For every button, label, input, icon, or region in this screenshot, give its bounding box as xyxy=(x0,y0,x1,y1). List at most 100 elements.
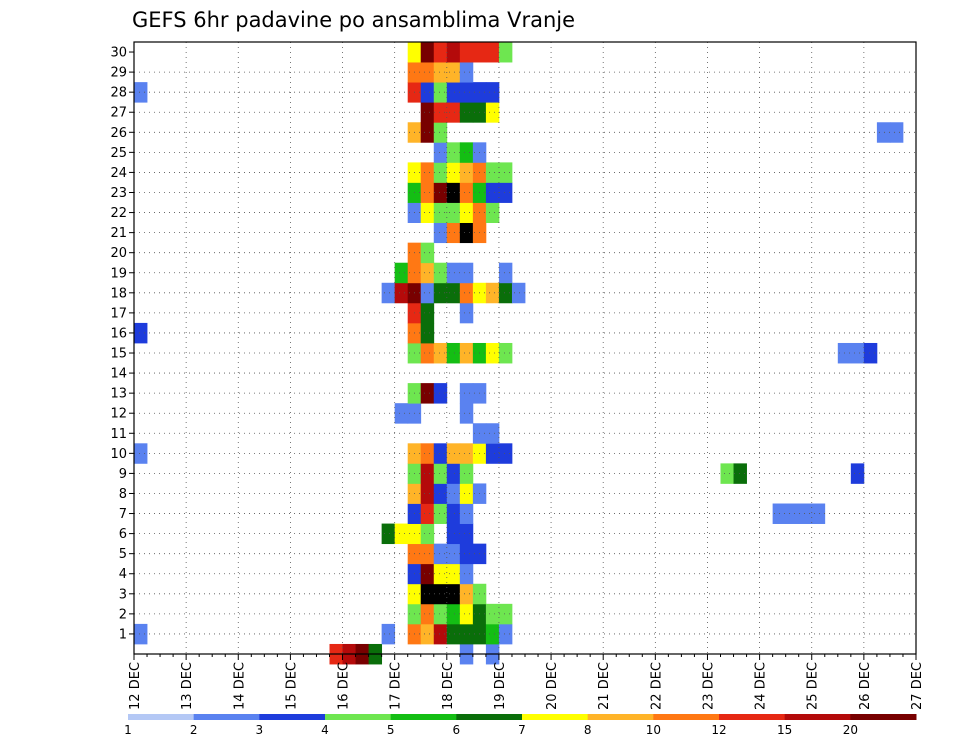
heatmap-cell xyxy=(433,222,448,244)
heatmap-cell xyxy=(420,342,435,364)
heatmap-cell xyxy=(420,242,435,264)
heatmap-cell xyxy=(446,162,461,183)
heatmap-cell xyxy=(420,463,435,484)
heatmap-cell xyxy=(433,262,448,284)
heatmap-cell xyxy=(446,102,461,123)
x-tick-label: 22 DEC xyxy=(649,662,664,710)
y-tick-label: 24 xyxy=(110,166,127,181)
heatmap-cell xyxy=(433,182,448,203)
heatmap-cell xyxy=(498,162,513,183)
heatmap-cell xyxy=(381,623,396,645)
x-tick-label: 15 DEC xyxy=(284,662,299,710)
colorbar-swatch xyxy=(193,714,260,720)
y-tick-label: 13 xyxy=(110,387,127,402)
heatmap-cell xyxy=(433,202,448,223)
y-tick-label: 29 xyxy=(110,66,127,81)
x-tick-label: 12 DEC xyxy=(128,662,143,710)
heatmap-cell xyxy=(381,282,396,304)
x-tick-label: 17 DEC xyxy=(389,662,404,710)
colorbar-label: 12 xyxy=(711,723,726,737)
heatmap-cell xyxy=(394,282,409,304)
y-tick-label: 6 xyxy=(119,527,127,542)
heatmap-cell xyxy=(459,383,474,404)
colorbar-label: 1 xyxy=(124,723,132,737)
heatmap-cell xyxy=(433,463,448,484)
heatmap-cell xyxy=(420,623,435,645)
y-tick-label: 26 xyxy=(110,126,127,141)
heatmap-cell xyxy=(420,122,435,143)
heatmap-cell xyxy=(850,342,865,364)
heatmap-cell xyxy=(498,342,513,364)
heatmap-cell xyxy=(420,443,435,464)
heatmap-cell xyxy=(459,563,474,585)
heatmap-cell xyxy=(446,623,461,645)
heatmap-cell xyxy=(459,302,474,324)
heatmap-cell xyxy=(134,82,148,103)
colorbar-swatch xyxy=(128,714,195,720)
heatmap-cell xyxy=(420,282,435,304)
y-tick-label: 8 xyxy=(119,487,127,502)
heatmap-cell xyxy=(459,583,474,605)
heatmap-cell xyxy=(134,322,148,344)
heatmap-cell xyxy=(498,182,513,203)
y-tick-label: 12 xyxy=(110,407,127,422)
colorbar-swatch xyxy=(456,714,523,720)
y-tick-label: 20 xyxy=(110,246,127,261)
heatmap-cell xyxy=(459,262,474,284)
heatmap-cell xyxy=(446,42,461,63)
x-axis: 12 DEC 13 DEC 14 DEC 15 DEC 16 DEC 17 DEC 18 D… xyxy=(128,654,925,710)
heatmap-cell xyxy=(446,182,461,203)
x-tick-label: 16 DEC xyxy=(337,662,352,710)
heatmap-cell xyxy=(446,142,461,163)
heatmap-cell xyxy=(420,262,435,284)
colorbar-label: 2 xyxy=(190,723,198,737)
colorbar-label: 15 xyxy=(777,723,792,737)
colorbar-swatch xyxy=(522,714,589,720)
heatmap-cell xyxy=(485,603,500,625)
heatmap-cell xyxy=(446,603,461,625)
y-tick-label: 30 xyxy=(110,46,127,61)
colorbar-swatch xyxy=(850,714,917,720)
heatmap-cell xyxy=(472,42,487,63)
heatmap-cell xyxy=(733,463,747,484)
heatmap-cell xyxy=(446,523,461,545)
plot-frame xyxy=(133,41,917,655)
heatmap-cell xyxy=(420,202,435,223)
x-tick-label: 14 DEC xyxy=(232,662,247,710)
heatmap-cell xyxy=(433,623,448,645)
heatmap-cell xyxy=(785,503,800,524)
heatmap-cell xyxy=(433,383,448,404)
heatmap-cell xyxy=(498,623,513,645)
heatmap-cell xyxy=(811,503,826,524)
heatmap-cell xyxy=(420,102,435,123)
heatmap-cell xyxy=(420,543,435,565)
heatmap-cell xyxy=(446,282,461,304)
heatmap-cell xyxy=(459,162,474,183)
heatmap-cell xyxy=(433,82,448,103)
x-tick-label: 21 DEC xyxy=(597,662,612,710)
y-tick-label: 3 xyxy=(119,587,127,602)
heatmap-cell xyxy=(876,122,891,143)
heatmap-cell xyxy=(863,342,878,364)
heatmap-cell xyxy=(850,463,865,484)
heatmap-cell xyxy=(446,463,461,484)
heatmap-cell xyxy=(459,603,474,625)
heatmap-cell xyxy=(485,102,500,123)
heatmap-cell xyxy=(446,503,461,524)
heatmap-cell xyxy=(420,42,435,63)
x-tick-label: 23 DEC xyxy=(701,662,716,710)
y-tick-label: 1 xyxy=(119,627,127,642)
colorbar-label: 7 xyxy=(518,723,526,737)
heatmap-cell xyxy=(485,162,500,183)
heatmap-cell xyxy=(446,342,461,364)
heatmap-cell xyxy=(420,483,435,504)
heatmap-cell xyxy=(446,443,461,464)
heatmap-cell xyxy=(420,182,435,203)
y-tick-label: 17 xyxy=(110,306,127,321)
heatmap-cell xyxy=(459,102,474,123)
y-axis: 1234567891011121314151617181920212223242… xyxy=(110,46,134,642)
heatmap-cell xyxy=(485,42,500,63)
heatmap-cell xyxy=(433,42,448,63)
heatmap-cell xyxy=(459,202,474,223)
